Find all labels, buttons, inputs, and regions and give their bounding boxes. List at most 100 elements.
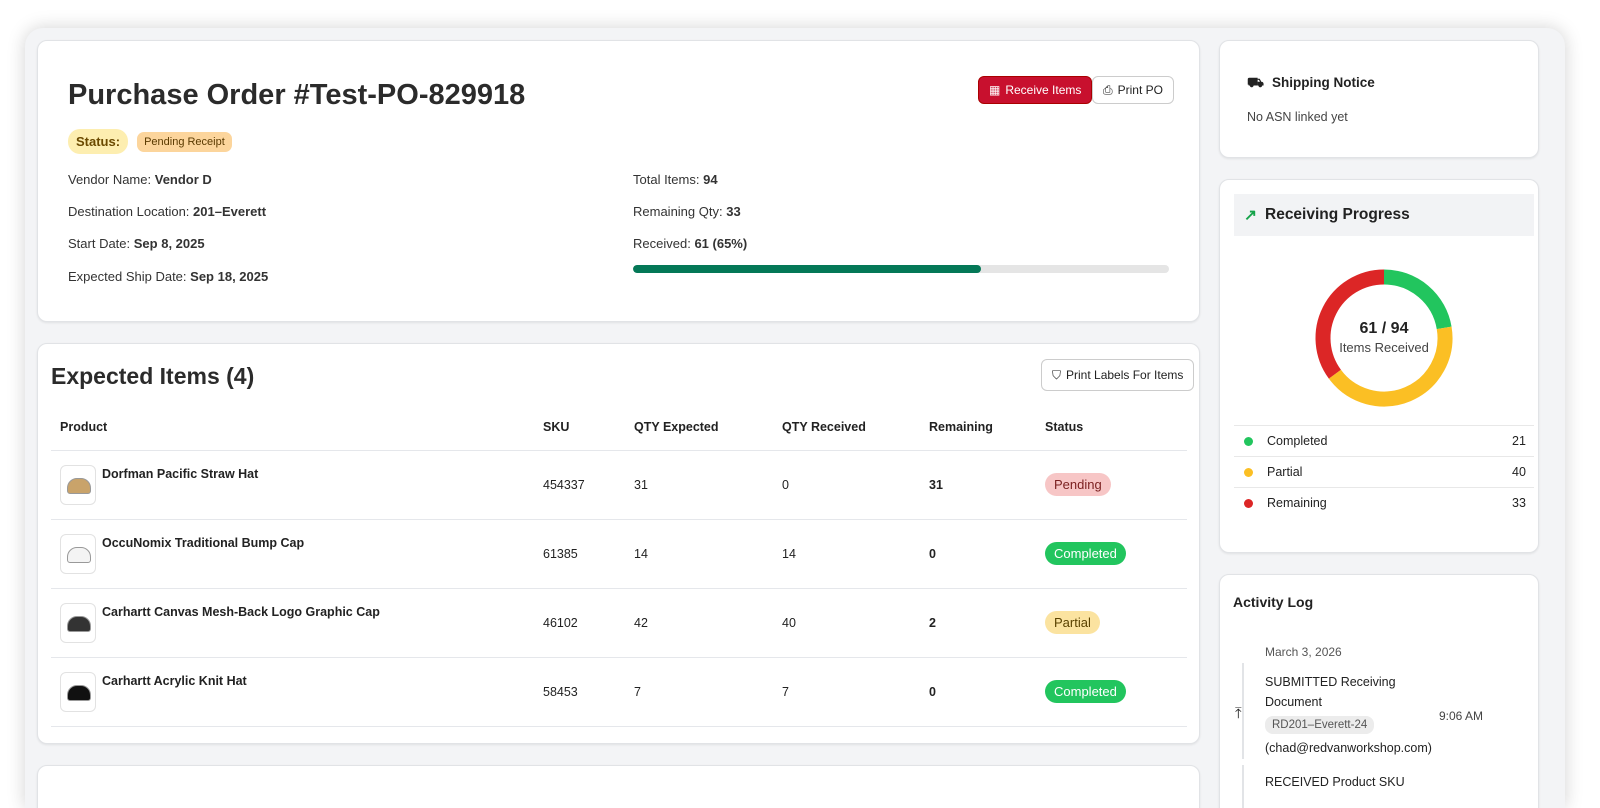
- table-row[interactable]: Dorfman Pacific Straw Hat 454337 31 0 31…: [51, 450, 1187, 520]
- status-badge: Pending Receipt: [137, 131, 232, 152]
- legend-dot: [1244, 436, 1253, 446]
- progress-title: Receiving Progress: [1265, 206, 1410, 223]
- col-qty-received: QTY Received: [773, 404, 920, 451]
- truck-icon: ⛟: [1247, 75, 1264, 90]
- items-table: Product SKU QTY Expected QTY Received Re…: [51, 404, 1187, 727]
- next-card: [37, 765, 1200, 808]
- start-date-info: Start Date: Sep 8, 2025: [68, 236, 205, 251]
- remaining-qty-info: Remaining Qty: 33: [633, 204, 741, 219]
- status-badge: Completed: [1045, 542, 1126, 565]
- sku-cell: 61385: [534, 519, 625, 589]
- timeline-line: [1242, 663, 1244, 759]
- donut-slice-completed: [1383, 269, 1452, 330]
- legend-row-partial: Partial 40: [1234, 456, 1534, 487]
- activity-next-entry: RECEIVED Product SKU: [1265, 775, 1405, 789]
- items-title: Expected Items (4): [51, 363, 255, 389]
- trending-up-icon: ↗: [1244, 206, 1257, 224]
- expected-items-card: Expected Items (4) ⛉ Print Labels For Ite…: [37, 343, 1200, 744]
- upload-icon: ⤒: [1235, 705, 1242, 722]
- product-image: [60, 533, 96, 574]
- qty-received-cell: 14: [773, 519, 920, 589]
- print-labels-button[interactable]: ⛉ Print Labels For Items: [1041, 359, 1195, 391]
- status-badge: Partial: [1045, 611, 1100, 634]
- col-qty-expected: QTY Expected: [625, 404, 773, 451]
- donut-value: 61 / 94: [1359, 320, 1409, 337]
- sku-cell: 46102: [534, 588, 625, 658]
- product-cell: Carhartt Acrylic Knit Hat: [51, 657, 534, 727]
- destination-info: Destination Location: 201–Everett: [68, 204, 267, 219]
- product-name[interactable]: Dorfman Pacific Straw Hat: [102, 466, 259, 481]
- status-badge: Pending: [1045, 473, 1111, 496]
- col-product: Product: [51, 404, 534, 451]
- activity-entry-time: 9:06 AM: [1439, 709, 1484, 723]
- shipping-text: No ASN linked yet: [1247, 110, 1348, 124]
- legend-dot: [1244, 498, 1253, 508]
- col-status: Status: [1036, 404, 1187, 451]
- printer-icon: ⎙: [1103, 82, 1113, 97]
- legend-dot: [1244, 467, 1253, 477]
- status-label: Status:: [68, 129, 129, 154]
- received-progress-bar: [633, 265, 1169, 273]
- product-image: [60, 464, 96, 505]
- sku-cell: 58453: [534, 657, 625, 727]
- qty-received-cell: 7: [773, 657, 920, 727]
- legend-label: Partial: [1267, 465, 1303, 479]
- shipping-title: Shipping Notice: [1271, 75, 1375, 90]
- legend-label: Remaining: [1267, 496, 1327, 510]
- total-items-info: Total Items: 94: [633, 172, 718, 187]
- legend-value: 33: [1512, 496, 1526, 510]
- status-badge: Completed: [1045, 680, 1126, 703]
- remaining-cell: 2: [920, 588, 1036, 658]
- status-cell: Completed: [1036, 519, 1187, 589]
- activity-log-card: Activity Log March 3, 2026 ⤒ SUBMITTED R…: [1219, 574, 1539, 808]
- progress-fill: [633, 265, 982, 273]
- donut-slice-partial: [1328, 326, 1453, 407]
- remaining-cell: 31: [920, 450, 1036, 520]
- receiving-progress-card: ↗ Receiving Progress 61 / 94 Items Receiv…: [1219, 179, 1539, 553]
- product-name[interactable]: Carhartt Acrylic Knit Hat: [102, 673, 247, 688]
- qty-expected-cell: 7: [625, 657, 773, 727]
- sku-cell: 454337: [534, 450, 625, 520]
- table-row[interactable]: Carhartt Canvas Mesh-Back Logo Graphic C…: [51, 588, 1187, 658]
- legend-label: Completed: [1267, 434, 1328, 448]
- activity-title: Activity Log: [1233, 594, 1314, 610]
- timeline-line: [1242, 765, 1244, 808]
- activity-entry-user: (chad@redvanworkshop.com): [1265, 741, 1432, 755]
- product-image: [60, 602, 96, 643]
- page-title: Purchase Order #Test-PO-829918: [68, 79, 526, 111]
- app-frame: Purchase Order #Test-PO-829918 Status: P…: [25, 28, 1565, 808]
- receipt-icon: ▦: [989, 83, 1001, 97]
- receive-items-button[interactable]: ▦ Receive Items: [978, 76, 1093, 104]
- received-info: Received: 61 (65%): [633, 236, 748, 251]
- print-po-button[interactable]: ⎙ Print PO: [1092, 76, 1174, 104]
- label-icon: ⛉: [1052, 367, 1062, 382]
- activity-entry-tag: RD201–Everett-24: [1265, 716, 1375, 734]
- product-cell: Carhartt Canvas Mesh-Back Logo Graphic C…: [51, 588, 534, 658]
- product-cell: Dorfman Pacific Straw Hat: [51, 450, 534, 520]
- qty-received-cell: 0: [773, 450, 920, 520]
- product-name[interactable]: OccuNomix Traditional Bump Cap: [102, 535, 305, 550]
- status-cell: Pending: [1036, 450, 1187, 520]
- product-name[interactable]: Carhartt Canvas Mesh-Back Logo Graphic C…: [102, 604, 380, 619]
- qty-expected-cell: 31: [625, 450, 773, 520]
- activity-entry-title: SUBMITTED Receiving Document: [1265, 675, 1396, 709]
- ship-date-info: Expected Ship Date: Sep 18, 2025: [68, 269, 269, 284]
- vendor-info: Vendor Name: Vendor D: [68, 172, 212, 187]
- shipping-notice-card: ⛟ Shipping Notice No ASN linked yet: [1219, 40, 1539, 158]
- legend-value: 21: [1512, 434, 1526, 448]
- table-row[interactable]: OccuNomix Traditional Bump Cap 61385 14 …: [51, 519, 1187, 589]
- remaining-cell: 0: [920, 657, 1036, 727]
- donut-slice-remaining: [1315, 269, 1385, 379]
- status-cell: Partial: [1036, 588, 1187, 658]
- table-row[interactable]: Carhartt Acrylic Knit Hat 58453 7 7 0 Co…: [51, 657, 1187, 727]
- product-image: [60, 671, 96, 712]
- qty-received-cell: 40: [773, 588, 920, 658]
- status-cell: Completed: [1036, 657, 1187, 727]
- col-sku: SKU: [534, 404, 625, 451]
- product-cell: OccuNomix Traditional Bump Cap: [51, 519, 534, 589]
- donut-label: Items Received: [1339, 340, 1429, 355]
- legend-row-remaining: Remaining 33: [1234, 487, 1534, 518]
- qty-expected-cell: 42: [625, 588, 773, 658]
- po-summary-card: Purchase Order #Test-PO-829918 Status: P…: [37, 40, 1200, 322]
- legend-row-completed: Completed 21: [1234, 425, 1534, 456]
